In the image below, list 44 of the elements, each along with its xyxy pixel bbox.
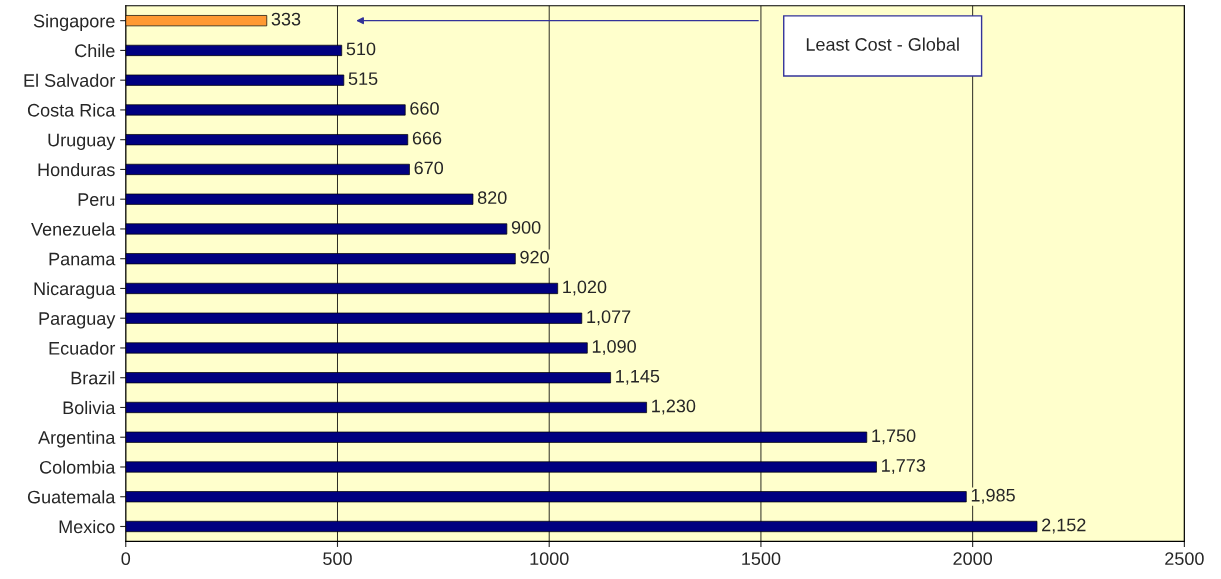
data-label: 2,152 [1042, 518, 1086, 534]
x-tick-label: 1000 [530, 552, 569, 566]
y-tick-label: Honduras [38, 162, 115, 177]
data-label: 1,077 [587, 310, 631, 326]
data-label: 920 [520, 250, 549, 264]
data-label: 666 [412, 131, 442, 145]
y-tick-label: Colombia [40, 460, 116, 474]
y-tick-label: Uruguay [48, 133, 116, 150]
x-tick-label: 500 [323, 552, 352, 566]
data-label: 1,230 [652, 399, 696, 415]
data-label: 1,090 [592, 340, 636, 355]
data-label: 510 [346, 42, 376, 56]
data-label: 515 [348, 72, 378, 86]
y-tick-label: Argentina [38, 430, 116, 448]
data-label: 670 [414, 161, 444, 175]
y-tick-label: Mexico [59, 519, 115, 534]
y-tick-label: Paraguay [39, 312, 116, 329]
y-tick-label: Venezuela [31, 222, 116, 236]
x-tick-label: 2000 [953, 552, 993, 566]
x-tick-label: 0 [121, 552, 131, 566]
data-label: 1,020 [563, 280, 607, 296]
data-label: 1,773 [882, 459, 926, 474]
annotation: Least Cost - Global [806, 37, 959, 51]
data-label: 1,750 [872, 429, 916, 445]
data-label: 1,145 [616, 369, 660, 385]
data-label: 900 [511, 221, 541, 234]
y-tick-label: Ecuador [49, 341, 116, 355]
bar [125, 15, 268, 27]
y-tick-label: Nicaragua [34, 281, 116, 299]
y-tick-label: Bolivia [63, 400, 116, 415]
y-tick-label: Chile [75, 43, 115, 58]
x-tick-label: 1500 [742, 552, 781, 566]
y-tick-label: Brazil [71, 371, 115, 385]
y-tick-label: Costa Rica [27, 103, 116, 117]
y-tick-label: Guatemala [27, 490, 116, 504]
y-tick-label: Singapore [33, 14, 115, 31]
y-tick-label: Peru [78, 193, 115, 206]
data-label: 820 [477, 191, 507, 205]
y-tick-label: Panama [49, 252, 116, 266]
y-tick-label: El Salvador [24, 73, 116, 87]
data-label: 660 [410, 101, 439, 115]
data-label: 333 [271, 12, 301, 26]
x-tick-label: 2500 [1165, 552, 1204, 566]
data-label: 1,985 [971, 488, 1015, 504]
